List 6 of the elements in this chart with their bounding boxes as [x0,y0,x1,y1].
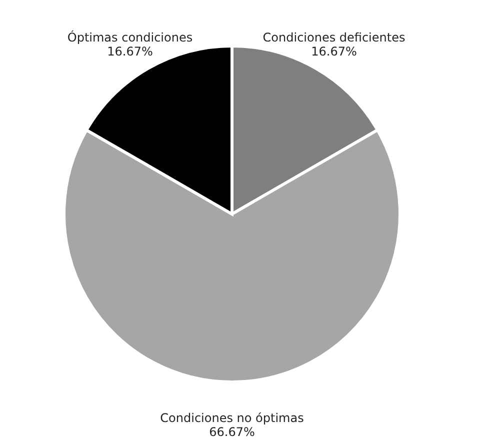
data-label: 66.67% [209,425,255,439]
slice-label: Condiciones no óptimas [160,411,304,425]
slice-label: Condiciones deficientes [262,30,406,44]
slice-label: Óptimas condiciones [67,29,193,44]
data-label: 16.67% [311,44,357,58]
data-label: 16.67% [107,44,153,58]
